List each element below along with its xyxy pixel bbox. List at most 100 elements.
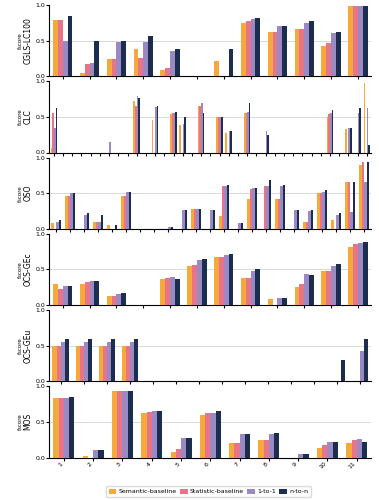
Bar [63, 286, 67, 305]
Bar [147, 412, 152, 458]
Bar [126, 346, 130, 381]
Bar [351, 440, 357, 458]
Bar [50, 148, 52, 152]
Bar [99, 346, 103, 381]
Bar [129, 192, 132, 229]
Bar [264, 440, 269, 458]
Bar [246, 22, 251, 76]
Bar [249, 102, 251, 152]
Bar [274, 434, 279, 458]
Bar [200, 415, 205, 458]
Text: fscore: fscore [18, 108, 23, 125]
Bar [226, 134, 227, 152]
Bar [202, 258, 207, 305]
Bar [331, 220, 334, 229]
Bar [348, 6, 353, 76]
Bar [266, 186, 269, 229]
Bar [199, 106, 201, 152]
Bar [219, 117, 221, 152]
Bar [266, 131, 267, 152]
Bar [359, 108, 361, 152]
Bar [201, 104, 203, 152]
Bar [56, 346, 61, 381]
Bar [124, 196, 126, 229]
Bar [219, 216, 222, 229]
Bar [170, 276, 175, 305]
Bar [52, 114, 54, 152]
Bar [255, 188, 257, 229]
Bar [59, 220, 61, 229]
Bar [353, 244, 358, 305]
Bar [251, 20, 255, 76]
Bar [353, 6, 358, 76]
Bar [214, 60, 219, 76]
Bar [218, 117, 219, 152]
Bar [336, 32, 341, 76]
Bar [172, 114, 174, 152]
Bar [241, 223, 243, 229]
Bar [244, 114, 246, 152]
Bar [116, 42, 121, 76]
Bar [152, 120, 153, 152]
Bar [331, 266, 336, 305]
Bar [52, 346, 56, 381]
Bar [53, 398, 59, 458]
Bar [367, 108, 368, 152]
Bar [165, 68, 170, 76]
Bar [238, 223, 241, 229]
Bar [88, 338, 92, 381]
Bar [198, 106, 199, 152]
Bar [229, 49, 233, 76]
Bar [130, 342, 134, 381]
Y-axis label: OSO: OSO [23, 185, 33, 202]
Bar [332, 110, 333, 152]
Bar [363, 6, 368, 76]
Bar [85, 282, 89, 305]
Bar [325, 190, 327, 229]
Bar [277, 298, 282, 305]
Bar [247, 112, 249, 152]
Bar [326, 44, 331, 76]
Bar [282, 298, 287, 305]
Bar [241, 278, 246, 305]
Bar [203, 114, 204, 152]
Bar [117, 391, 122, 458]
Bar [171, 226, 173, 229]
Bar [103, 346, 107, 381]
Bar [141, 412, 147, 458]
Bar [199, 209, 201, 229]
Bar [363, 242, 368, 305]
Bar [277, 26, 282, 76]
Y-axis label: MOS: MOS [23, 413, 33, 430]
Y-axis label: CGLS-LC100: CGLS-LC100 [23, 17, 33, 64]
Bar [327, 442, 333, 458]
Bar [138, 98, 140, 152]
Bar [182, 210, 185, 229]
Bar [234, 444, 240, 458]
Bar [255, 270, 260, 305]
Bar [358, 114, 359, 152]
Bar [328, 114, 330, 152]
Bar [85, 64, 89, 76]
Bar [339, 213, 341, 229]
Bar [304, 23, 309, 76]
Bar [56, 108, 57, 152]
Bar [68, 196, 70, 229]
Bar [362, 442, 367, 458]
Bar [179, 126, 181, 152]
Bar [187, 266, 192, 305]
Bar [96, 222, 98, 229]
Bar [358, 243, 363, 305]
Bar [294, 210, 297, 229]
Bar [246, 278, 251, 305]
Bar [269, 180, 271, 229]
Bar [94, 282, 99, 305]
Bar [320, 193, 323, 229]
Bar [214, 258, 219, 305]
Bar [309, 275, 314, 305]
Bar [333, 442, 338, 458]
Bar [227, 186, 229, 229]
Bar [273, 32, 277, 76]
Bar [360, 352, 364, 381]
Bar [171, 452, 176, 458]
